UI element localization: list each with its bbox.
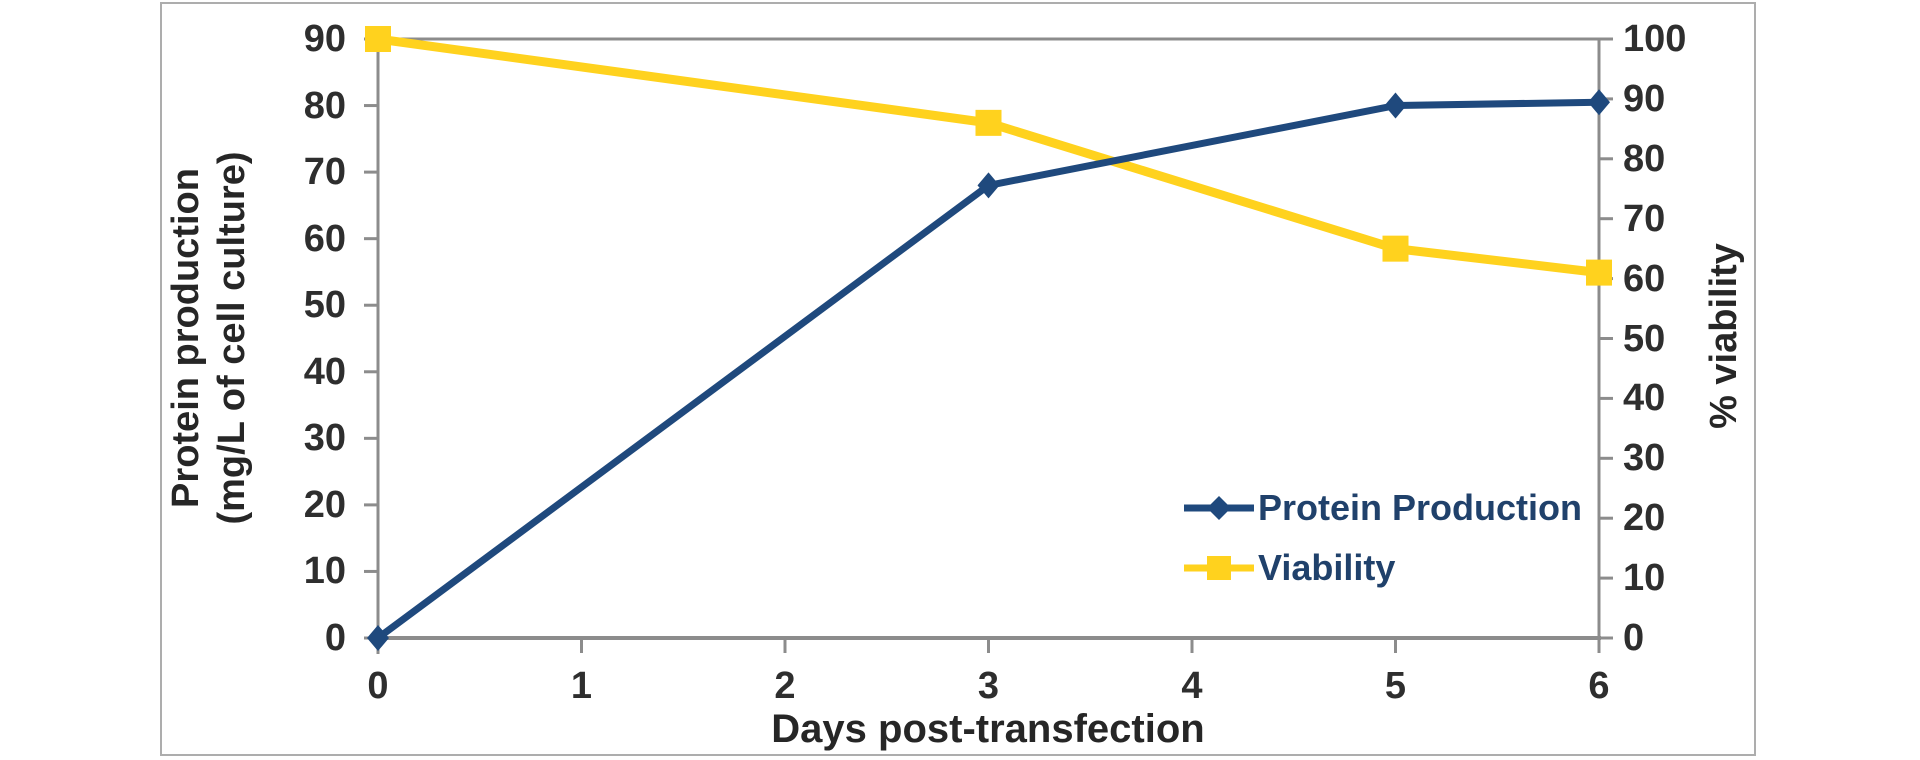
y-right-tick-label: 90 (1623, 77, 1666, 120)
y-left-tick-label: 30 (303, 417, 346, 460)
chart-frame: 0 10 20 30 40 50 60 70 80 90 0 10 20 30 40 50 60 70 80 90 10… (160, 2, 1756, 756)
y-right-tick-label: 80 (1623, 137, 1666, 180)
data-point-marker (365, 26, 391, 52)
legend-item-viability: Viability (1182, 542, 1582, 594)
protein-production-line (374, 98, 1603, 642)
plot-area (364, 26, 1613, 654)
y-axis-left-title-line1: Protein production (165, 168, 207, 508)
data-point-marker (1588, 89, 1610, 116)
data-point-marker (975, 109, 1002, 136)
y-right-tick-label: 10 (1623, 557, 1666, 600)
legend-item-protein-production: Protein Production (1182, 482, 1582, 534)
x-tick-label: 3 (977, 665, 1000, 707)
legend-label-viability: Viability (1258, 547, 1396, 588)
legend-label-protein-production: Protein Production (1258, 487, 1582, 528)
viability-line (373, 34, 1604, 278)
y-left-tick-label: 60 (303, 217, 346, 260)
viability-legend-marker-icon (1184, 556, 1254, 580)
series-lines (373, 34, 1604, 642)
legend: Protein Production Viability (1182, 482, 1582, 594)
y-left-tick-label: 50 (303, 284, 346, 327)
y-right-tick-label: 0 (1623, 617, 1645, 659)
y-left-tick-label: 20 (303, 483, 346, 526)
y-axis-right-title: % viability (1703, 243, 1745, 429)
y-right-tick-label: 40 (1623, 377, 1666, 420)
y-right-tick-label: 30 (1623, 437, 1666, 480)
y-right-tick-label: 100 (1623, 18, 1687, 60)
data-point-marker (977, 172, 1000, 199)
y-left-tick-label: 80 (303, 84, 346, 127)
y-left-tick-label: 10 (303, 550, 346, 593)
y-right-tick-label: 70 (1623, 197, 1666, 240)
viability-markers (365, 26, 1612, 286)
x-tick-label: 5 (1384, 665, 1407, 707)
y-axis-left-title: Protein production (mg/L of cell culture… (163, 0, 259, 688)
data-point-marker (1382, 235, 1409, 262)
y-left-tick-label: 0 (324, 617, 346, 659)
x-axis-title: Days post-transfection (771, 707, 1205, 751)
y-left-tick-label: 70 (303, 151, 346, 194)
y-right-tick-label: 50 (1623, 317, 1666, 360)
data-point-marker (1384, 92, 1407, 119)
protein-production-markers (367, 89, 1610, 651)
y-left-tick-label: 40 (303, 350, 346, 393)
x-tick-label: 2 (774, 665, 796, 707)
data-point-marker (1586, 259, 1612, 286)
x-tick-label: 1 (570, 665, 593, 707)
protein-production-legend-marker-icon (1184, 496, 1254, 520)
data-point-marker (367, 625, 389, 651)
y-right-tick-label: 60 (1623, 257, 1666, 300)
y-right-tick-label: 20 (1623, 497, 1666, 540)
y-left-tick-label: 90 (303, 18, 346, 60)
x-tick-label: 4 (1181, 665, 1203, 707)
y-axis-left-title-line2: (mg/L of cell culture) (211, 151, 253, 525)
x-tick-label: 0 (367, 665, 389, 707)
x-tick-label: 6 (1588, 665, 1610, 707)
